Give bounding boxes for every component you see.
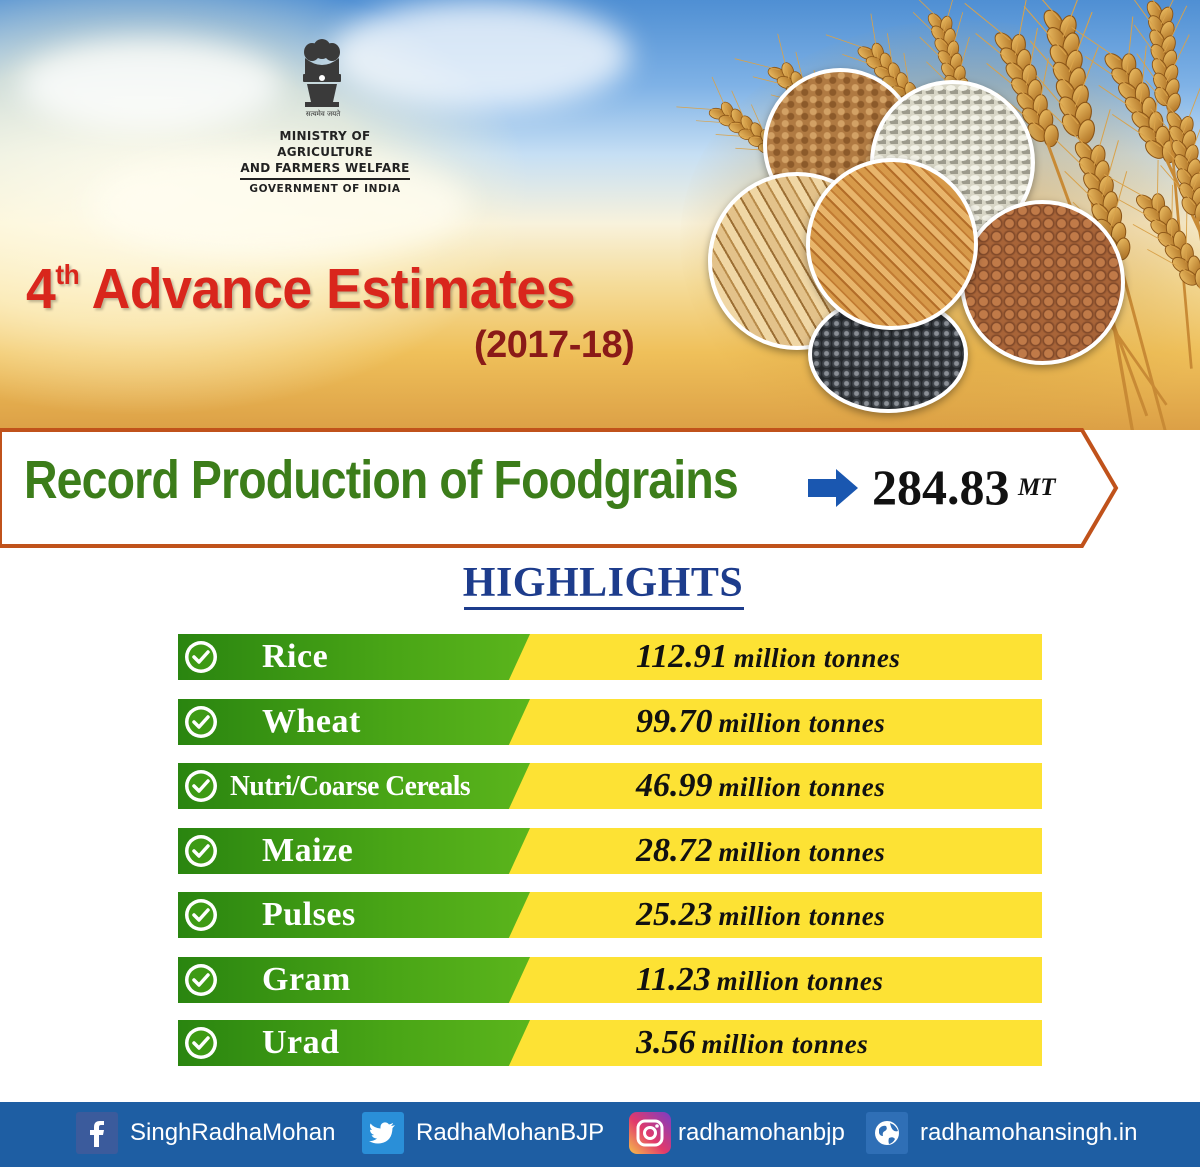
production-value: 46.99 [636, 767, 713, 804]
crop-name: Urad [262, 1024, 340, 1061]
production-unit: million tonnes [718, 708, 886, 738]
instagram-handle[interactable]: radhamohanbjp [678, 1119, 845, 1146]
row-crop-band [178, 892, 530, 938]
twitter-handle[interactable]: RadhaMohanBJP [416, 1119, 605, 1146]
production-value: 28.72 [636, 832, 713, 869]
highlight-row: Wheat 99.70 million tonnes [178, 699, 1042, 745]
instagram-icon[interactable] [629, 1112, 671, 1154]
production-value: 99.70 [636, 703, 713, 740]
crop-production: 3.56 million tonnes [636, 1020, 868, 1066]
highlight-row: Nutri/Coarse Cereals 46.99 million tonnes [178, 763, 1042, 809]
check-circle-icon [185, 899, 217, 931]
wheat-ear [1103, 159, 1200, 430]
title-ordinal-suffix: th [55, 259, 80, 290]
website-link[interactable]: radhamohansingh.in [920, 1119, 1138, 1146]
emblem-motto: सत्यमेव जयते [305, 110, 341, 118]
record-label: Record Production of Foodgrains [24, 450, 739, 510]
title-year: (2017-18) [474, 324, 635, 366]
crop-name: Pulses [262, 896, 356, 933]
title-ordinal-number: 4 [26, 257, 56, 321]
check-circle-icon [185, 706, 217, 738]
production-unit: million tonnes [701, 1029, 869, 1059]
record-value: 284.83 [872, 459, 1010, 515]
production-value: 11.23 [636, 961, 711, 998]
highlight-row: Urad 3.56 million tonnes [178, 1020, 1042, 1066]
crop-production: 11.23 million tonnes [636, 957, 883, 1003]
highlights-heading: HIGHLIGHTS [462, 560, 744, 606]
production-unit: million tonnes [718, 901, 886, 931]
row-crop-band [178, 828, 530, 874]
production-unit: million tonnes [733, 643, 901, 673]
row-crop-band [178, 1020, 530, 1066]
crop-name: Maize [262, 832, 354, 869]
row-crop-band [178, 763, 530, 809]
national-emblem [303, 39, 341, 107]
wheat-ear [1017, 0, 1139, 430]
cloud [90, 150, 470, 260]
social-footer [0, 1102, 1200, 1167]
wheat-ear [1128, 0, 1193, 369]
crop-production: 25.23 million tonnes [636, 892, 885, 938]
crop-production: 99.70 million tonnes [636, 699, 885, 745]
crop-name: Wheat [262, 703, 361, 740]
highlight-row: Rice 112.91 million tonnes [178, 634, 1042, 680]
check-circle-icon [185, 770, 217, 802]
check-circle-icon [185, 1027, 217, 1059]
row-crop-band [178, 957, 530, 1003]
check-circle-icon [185, 641, 217, 673]
production-unit: million tonnes [718, 772, 886, 802]
facebook-handle[interactable]: SinghRadhaMohan [130, 1119, 336, 1146]
grain-image-chickpea [960, 200, 1125, 365]
production-unit: million tonnes [716, 966, 884, 996]
page-title: 4th Advance Estimates [26, 258, 666, 320]
wheat-ear [1047, 109, 1195, 430]
facebook-icon[interactable] [76, 1112, 118, 1154]
record-unit: MT [1018, 474, 1056, 501]
ministry-line-1: MINISTRY OF AGRICULTURE [277, 129, 373, 159]
crop-name: Nutri/Coarse Cereals [230, 770, 471, 802]
cloud [330, 0, 630, 110]
crop-production: 46.99 million tonnes [636, 763, 885, 809]
production-value: 3.56 [636, 1024, 696, 1061]
ministry-line-2: AND FARMERS WELFARE [240, 161, 410, 175]
arrow-right-icon [808, 469, 858, 507]
check-circle-icon [185, 835, 217, 867]
grain-image-wheat [806, 158, 978, 330]
highlights-underline [464, 607, 744, 610]
ministry-block: MINISTRY OF AGRICULTURE AND FARMERS WELF… [230, 128, 420, 196]
production-value: 112.91 [636, 638, 728, 675]
twitter-icon[interactable] [362, 1112, 404, 1154]
production-unit: million tonnes [718, 837, 886, 867]
globe-icon[interactable] [866, 1112, 908, 1154]
highlight-row: Pulses 25.23 million tonnes [178, 892, 1042, 938]
title-text: Advance Estimates [91, 257, 576, 321]
production-value: 25.23 [636, 896, 713, 933]
crop-production: 28.72 million tonnes [636, 828, 885, 874]
highlight-row: Maize 28.72 million tonnes [178, 828, 1042, 874]
crop-name: Gram [262, 961, 351, 998]
hero-background: सत्यमेव जयते MINISTRY OF AGRICULTURE AND… [0, 0, 1200, 430]
cloud [20, 40, 280, 130]
record-banner [0, 428, 1119, 548]
wheat-ear [964, 0, 1149, 417]
wheat-ear [1145, 80, 1200, 430]
ministry-line-3: GOVERNMENT OF INDIA [249, 183, 401, 195]
crop-name: Rice [262, 638, 329, 675]
row-crop-band [178, 699, 530, 745]
ministry-divider [240, 178, 410, 180]
highlight-row: Gram 11.23 million tonnes [178, 957, 1042, 1003]
check-circle-icon [185, 964, 217, 996]
row-crop-band [178, 634, 530, 680]
crop-production: 112.91 million tonnes [636, 634, 900, 680]
